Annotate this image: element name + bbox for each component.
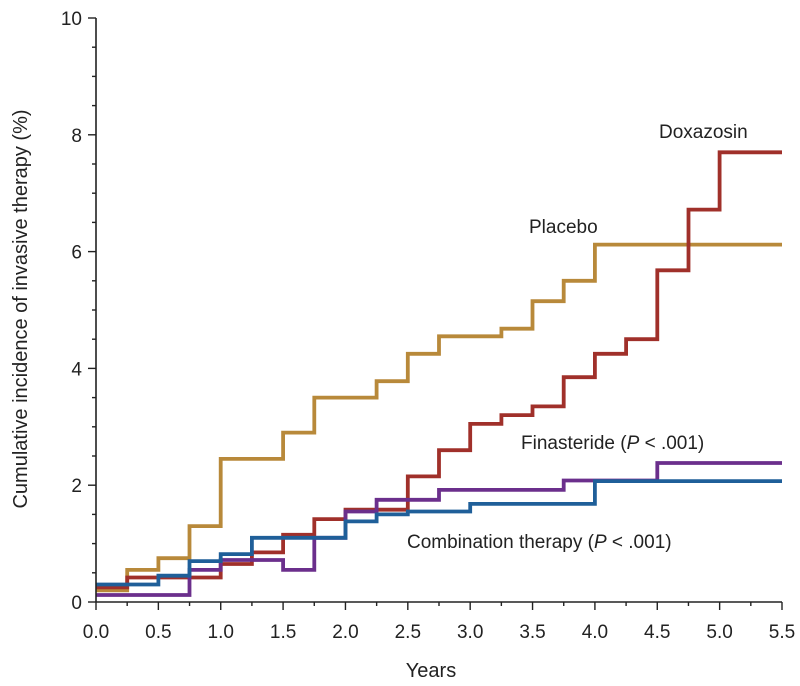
series-layer — [96, 150, 782, 597]
x-tick-label: 0.0 — [83, 622, 109, 643]
x-tick-label: 5.0 — [706, 622, 732, 643]
label-layer: Doxazosin Placebo Finasteride (P < .001)… — [407, 122, 748, 553]
y-tick-label: 6 — [71, 243, 82, 264]
series-label-doxazosin: Doxazosin — [659, 122, 748, 143]
axes-layer: 0 2 4 6 8 10 0.0 0.5 1.0 1.5 2.0 2.5 3.0 3.5 4.0 4.5 5.0… — [61, 9, 795, 643]
series-label-finasteride: Finasteride (P < .001) — [521, 433, 704, 454]
series-line-placebo — [96, 242, 782, 593]
series-label-combination: Combination therapy (P < .001) — [407, 532, 672, 553]
x-tick-label: 4.0 — [582, 622, 608, 643]
x-tick-label: 5.5 — [769, 622, 795, 643]
x-axis-title: Years — [406, 660, 456, 682]
y-axis-title: Cumulative incidence of invasive therapy… — [10, 109, 32, 508]
y-tick-label: 8 — [71, 126, 82, 147]
series-line-doxazosin — [96, 150, 782, 590]
y-tick-label: 10 — [61, 9, 82, 30]
x-tick-label: 0.5 — [145, 622, 171, 643]
series-line-combination-therapy — [96, 479, 782, 587]
y-tick-label: 2 — [71, 476, 82, 497]
x-tick-label: 1.0 — [208, 622, 234, 643]
y-tick-label: 0 — [71, 593, 82, 614]
x-tick-label: 2.0 — [332, 622, 358, 643]
x-tick-label: 3.0 — [457, 622, 483, 643]
series-label-placebo: Placebo — [529, 217, 598, 238]
x-tick-label: 4.5 — [644, 622, 670, 643]
x-tick-label: 2.5 — [395, 622, 421, 643]
y-tick-label: 4 — [71, 359, 82, 380]
x-tick-label: 1.5 — [270, 622, 296, 643]
x-tick-label: 3.5 — [519, 622, 545, 643]
